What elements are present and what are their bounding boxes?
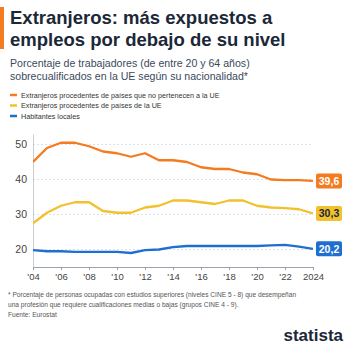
x-axis-line	[34, 268, 314, 271]
footnote: Fuente: Eurostat	[8, 311, 57, 318]
x-tick: '08	[83, 267, 95, 282]
grid-line	[33, 214, 313, 215]
x-tick-mark	[89, 267, 90, 270]
grid-line	[33, 249, 313, 250]
x-tick-mark	[61, 267, 62, 270]
x-tick-mark	[229, 267, 230, 270]
x-tick-label: '04	[27, 271, 39, 282]
x-tick-label: '08	[83, 271, 95, 282]
x-tick-label: '10	[111, 271, 123, 282]
data-label: 20,2	[319, 243, 340, 255]
chart: Extranjeros: más expuestos aempleos por …	[0, 0, 355, 355]
y-tick-label: 40	[15, 173, 27, 185]
x-tick-label: '14	[167, 271, 179, 282]
x-tick: '16	[195, 267, 207, 282]
subtitle: Porcentaje de trabajadores (de entre 20 …	[10, 57, 250, 69]
data-label-box	[316, 241, 342, 256]
x-tick: '18	[223, 267, 235, 282]
y-tick-label: 50	[15, 138, 27, 150]
brand: statista	[283, 326, 343, 345]
y-axis-line	[33, 135, 34, 268]
x-tick-mark	[145, 267, 146, 270]
x-tick-mark	[257, 267, 258, 270]
series-line	[33, 201, 313, 224]
y-tick: 40	[15, 173, 33, 185]
x-tick: '20	[251, 267, 263, 282]
footnote: una profesión que requiere cualificacion…	[8, 301, 239, 309]
x-tick-mark	[285, 267, 286, 270]
data-label-box	[316, 206, 342, 221]
x-tick-mark	[201, 267, 202, 270]
data-label: 30,3	[319, 207, 340, 219]
y-tick: 30	[15, 208, 33, 220]
lines	[33, 143, 313, 253]
x-tick-label: 2024	[303, 271, 324, 282]
y-axis: 20 30 40 50	[15, 135, 33, 268]
title-accent	[0, 7, 4, 49]
x-tick-label: '06	[55, 271, 67, 282]
x-tick: 2024	[303, 267, 324, 282]
x-tick-mark	[33, 267, 34, 270]
y-tick-label: 30	[15, 208, 27, 220]
x-tick: '14	[167, 267, 179, 282]
x-tick: '10	[111, 267, 123, 282]
series-line	[33, 245, 313, 253]
x-tick-mark	[173, 267, 174, 270]
title: empleos por debajo de su nivel	[10, 29, 286, 50]
legend-swatch	[10, 115, 17, 118]
data-label-group: 30,3	[316, 206, 342, 221]
legend-swatch	[10, 94, 17, 97]
x-tick-label: '16	[195, 271, 207, 282]
legend-swatch	[10, 104, 17, 107]
x-tick: '22	[279, 267, 291, 282]
x-tick: '12	[139, 267, 151, 282]
x-tick: '06	[55, 267, 67, 282]
data-label: 39,6	[319, 175, 340, 187]
x-axis: '04 '06 '08 '10 '12 '14 '16 '18 '20 '22 2024	[27, 267, 324, 282]
footnote: * Porcentaje de personas ocupadas con es…	[8, 291, 296, 299]
y-tick: 50	[15, 138, 33, 150]
x-tick-label: '22	[279, 271, 291, 282]
data-labels: 39,6 30,3 20,2	[316, 173, 342, 256]
grid-line	[33, 144, 313, 145]
legend: Extranjeros procedentes de países que no…	[10, 91, 220, 121]
data-label-group: 20,2	[316, 241, 342, 256]
x-tick-label: '20	[251, 271, 263, 282]
data-label-group: 39,6	[316, 173, 342, 188]
x-tick-mark	[313, 267, 314, 270]
title: Extranjeros: más expuestos a	[10, 7, 273, 28]
series-line	[33, 143, 313, 181]
x-tick-label: '18	[223, 271, 235, 282]
legend-label: Habitantes locales	[21, 112, 80, 121]
x-tick-label: '12	[139, 271, 151, 282]
legend-label: Extranjeros procedentes de países que no…	[21, 91, 220, 100]
y-tick-label: 20	[15, 243, 27, 255]
x-tick: '04	[27, 267, 39, 282]
subtitle: sobrecualificados en la UE según su naci…	[10, 70, 248, 82]
data-label-box	[316, 173, 342, 188]
legend-label: Extranjeros procedentes de países de la …	[21, 101, 162, 110]
x-tick-mark	[117, 267, 118, 270]
y-tick: 20	[15, 243, 33, 255]
